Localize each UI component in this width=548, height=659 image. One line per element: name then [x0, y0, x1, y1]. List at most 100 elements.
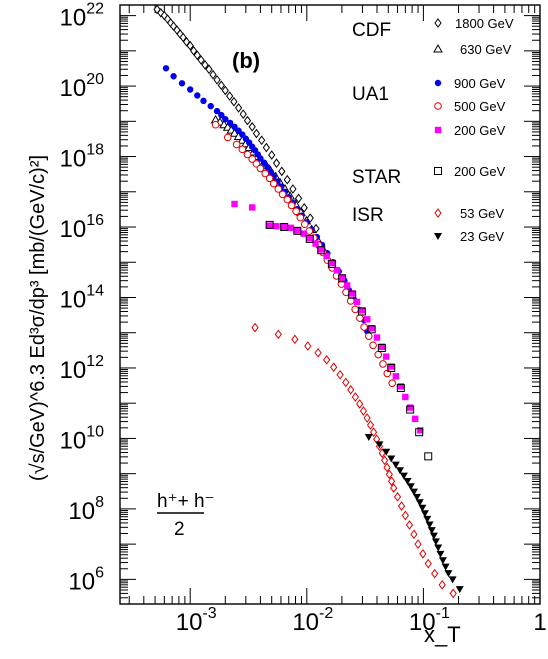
data-point: [356, 314, 364, 322]
data-point: [369, 427, 378, 438]
y-axis-title: (√s/GeV)^6.3 Ed³σ/dp³ [mb/(GeV/c)²]: [27, 155, 49, 481]
data-point: [403, 477, 412, 485]
series-ua1-200-gev: [231, 200, 424, 434]
data-point: [419, 549, 427, 559]
data-point: [223, 133, 232, 142]
data-point: [415, 499, 424, 507]
data-point: [356, 399, 364, 409]
data-point: [360, 323, 368, 331]
data-point: [226, 91, 234, 101]
data-point: [294, 227, 301, 234]
data-point: [351, 392, 360, 402]
data-point: [269, 179, 278, 188]
data-point: [211, 120, 220, 129]
data-point: [412, 493, 421, 501]
data-point: [396, 383, 405, 392]
data-point: [207, 102, 214, 110]
data-point: [449, 588, 457, 599]
data-point: [396, 467, 405, 475]
data-point: [274, 329, 282, 340]
data-point: [190, 46, 198, 56]
hadron-annotation: h⁺+ h⁻ 2: [157, 491, 215, 540]
data-point: [187, 86, 194, 93]
data-point: [381, 455, 389, 466]
data-point: [364, 332, 373, 340]
legend-group-ua1: UA1: [352, 84, 389, 105]
data-point: [415, 428, 424, 437]
y-tick-label: 1014: [60, 282, 105, 313]
data-point: [410, 529, 418, 540]
data-point: [373, 334, 381, 341]
data-point: [260, 159, 268, 166]
data-point: [397, 383, 405, 390]
data-point: [231, 200, 238, 208]
data-point: [292, 207, 300, 216]
data-point: [305, 227, 314, 235]
data-point: [383, 353, 390, 360]
data-point: [359, 406, 368, 416]
data-point: [387, 363, 396, 372]
data-point: [300, 203, 308, 213]
data-point: [388, 363, 395, 370]
data-point: [338, 274, 346, 281]
y-tick-label: 108: [68, 494, 104, 525]
data-point: [289, 184, 297, 194]
data-point: [323, 252, 330, 260]
data-point: [374, 350, 383, 359]
data-point: [423, 515, 432, 523]
data-point: [353, 298, 361, 306]
data-point: [262, 142, 270, 153]
x-tick-labels: 10-3 10-2 10-1 1: [176, 605, 547, 636]
legend-marker: [434, 79, 442, 87]
data-point: [213, 107, 221, 115]
data-point: [455, 586, 464, 594]
data-point: [424, 558, 432, 569]
data-point: [314, 347, 322, 358]
legend-marker: [434, 102, 442, 110]
data-point: [283, 174, 291, 185]
data-point: [342, 377, 350, 388]
data-point: [248, 204, 256, 211]
data-point: [251, 322, 259, 333]
data-point: [243, 115, 252, 126]
data-point: [239, 109, 247, 119]
legend-marker: [434, 233, 442, 240]
legend-group-cdf: CDF: [352, 20, 391, 41]
data-point: [293, 226, 302, 235]
data-point: [348, 290, 357, 299]
data-point: [387, 455, 396, 463]
data-point: [268, 150, 276, 160]
legend-marker: [434, 126, 442, 134]
data-point: [291, 334, 299, 345]
series-ua1-500-gev: [211, 120, 396, 387]
data-point: [294, 193, 303, 204]
data-point: [392, 373, 400, 380]
x-tick-label: 10-3: [176, 605, 217, 636]
series-isr-23-gev: [364, 433, 464, 594]
data-point: [391, 461, 400, 469]
annotation-numerator: h⁺+ h⁻: [157, 491, 215, 512]
data-point: [323, 355, 331, 365]
data-point: [296, 213, 305, 222]
legend-group-star: STAR: [352, 167, 401, 188]
data-point: [266, 222, 273, 229]
data-point: [438, 579, 446, 590]
data-point: [186, 40, 194, 51]
data-point: [287, 224, 295, 232]
data-point: [170, 73, 177, 80]
data-point: [369, 341, 377, 350]
data-point: [438, 557, 447, 565]
data-point: [367, 325, 376, 334]
data-point: [258, 135, 266, 146]
data-point: [347, 384, 355, 395]
plot-frame: [119, 4, 541, 605]
data-point: [351, 305, 359, 314]
data-point: [160, 10, 168, 21]
data-point: [218, 111, 225, 119]
series-star-200-gev: [265, 220, 433, 461]
data-point: [420, 510, 429, 518]
legend-ua1-500: 500 GeV: [454, 99, 506, 114]
legend-marker: [434, 167, 442, 175]
data-point: [265, 174, 274, 183]
